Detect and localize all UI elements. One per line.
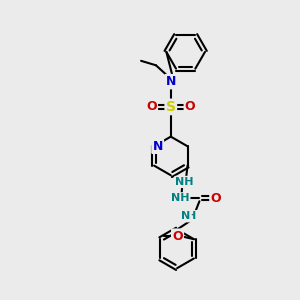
Text: N: N	[182, 211, 191, 221]
Text: N: N	[166, 75, 176, 88]
Text: O: O	[172, 230, 183, 243]
Text: O: O	[146, 100, 157, 113]
Text: H: H	[188, 211, 196, 221]
Text: NH: NH	[175, 177, 194, 187]
Text: O: O	[185, 100, 195, 113]
Text: O: O	[211, 192, 221, 205]
Text: S: S	[166, 100, 176, 114]
Text: NH: NH	[171, 193, 189, 203]
Text: N: N	[152, 140, 163, 153]
